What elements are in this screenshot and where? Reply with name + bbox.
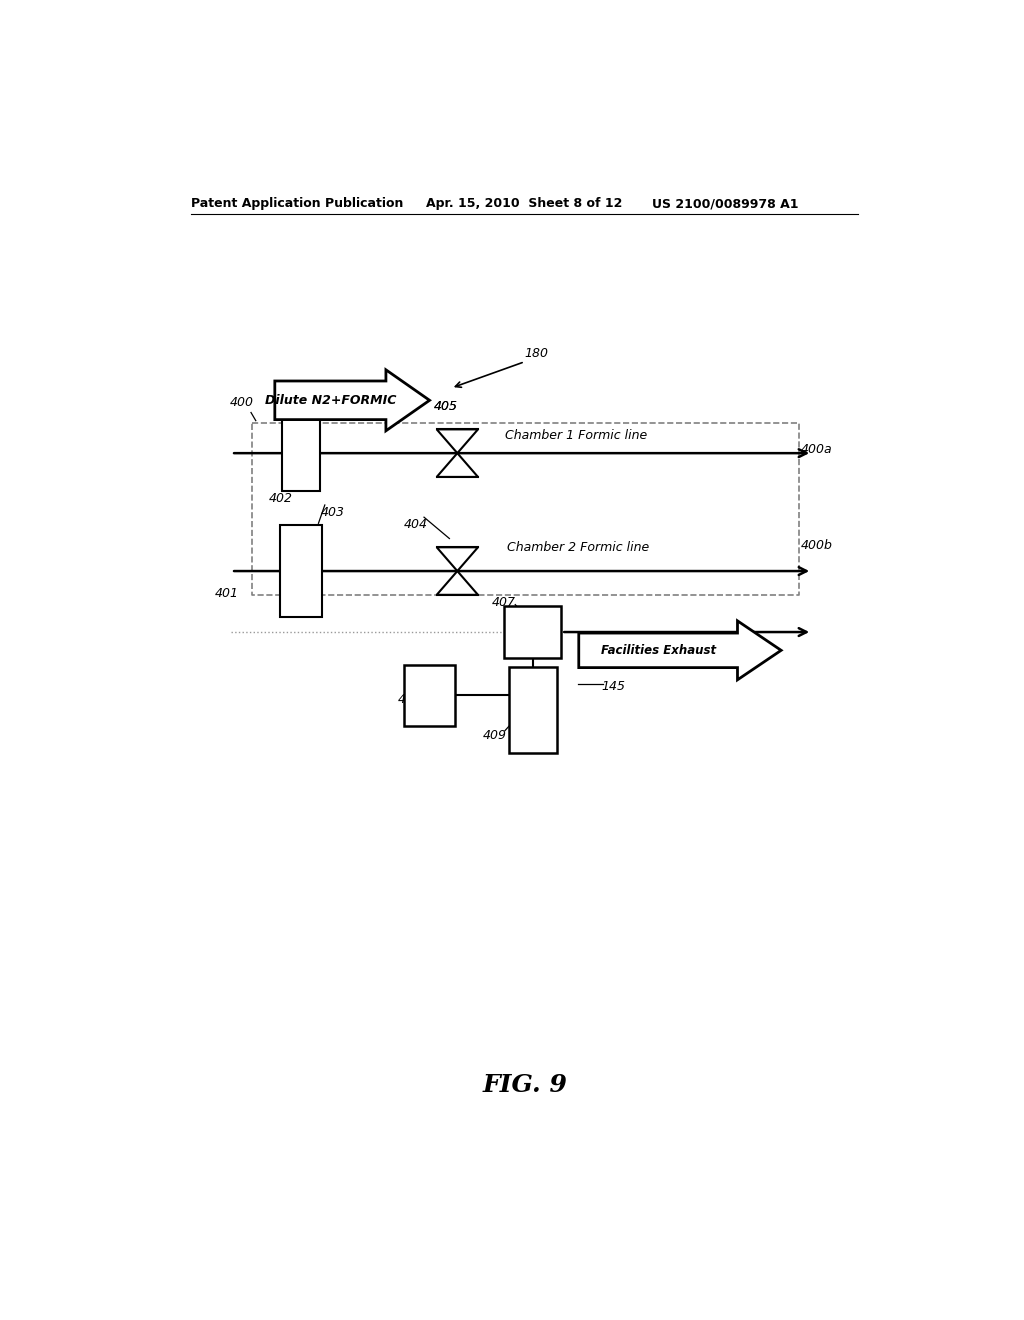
- Text: FIG. 9: FIG. 9: [482, 1073, 567, 1097]
- Bar: [504, 606, 561, 659]
- Text: 400: 400: [229, 396, 254, 409]
- Bar: [509, 667, 557, 752]
- Polygon shape: [436, 548, 478, 572]
- Bar: [282, 414, 321, 491]
- Text: 404: 404: [403, 517, 427, 531]
- Text: 402: 402: [268, 492, 293, 506]
- Text: 405: 405: [433, 400, 458, 413]
- Polygon shape: [436, 429, 478, 453]
- Text: Dilute N2+FORMIC: Dilute N2+FORMIC: [264, 393, 396, 407]
- Text: 145: 145: [602, 680, 626, 693]
- Polygon shape: [579, 620, 781, 680]
- Polygon shape: [436, 453, 478, 477]
- Bar: [403, 664, 456, 726]
- Text: Chamber 2 Formic line: Chamber 2 Formic line: [507, 541, 649, 554]
- Bar: [281, 525, 322, 616]
- Text: Apr. 15, 2010  Sheet 8 of 12: Apr. 15, 2010 Sheet 8 of 12: [426, 197, 622, 210]
- Polygon shape: [436, 572, 478, 595]
- Text: US 2100/0089978 A1: US 2100/0089978 A1: [652, 197, 799, 210]
- Polygon shape: [274, 370, 430, 430]
- Text: 407: 407: [493, 597, 516, 609]
- Text: 409: 409: [482, 729, 507, 742]
- Text: 403: 403: [321, 506, 345, 519]
- Text: 405: 405: [433, 400, 458, 413]
- Text: 401: 401: [214, 587, 239, 599]
- Text: Patent Application Publication: Patent Application Publication: [191, 197, 403, 210]
- Text: 400b: 400b: [801, 539, 833, 552]
- Text: 180: 180: [524, 347, 549, 360]
- Text: 400a: 400a: [801, 442, 833, 455]
- Text: 408: 408: [397, 693, 422, 706]
- Text: Facilities Exhaust: Facilities Exhaust: [600, 644, 716, 657]
- Text: Chamber 1 Formic line: Chamber 1 Formic line: [505, 429, 647, 442]
